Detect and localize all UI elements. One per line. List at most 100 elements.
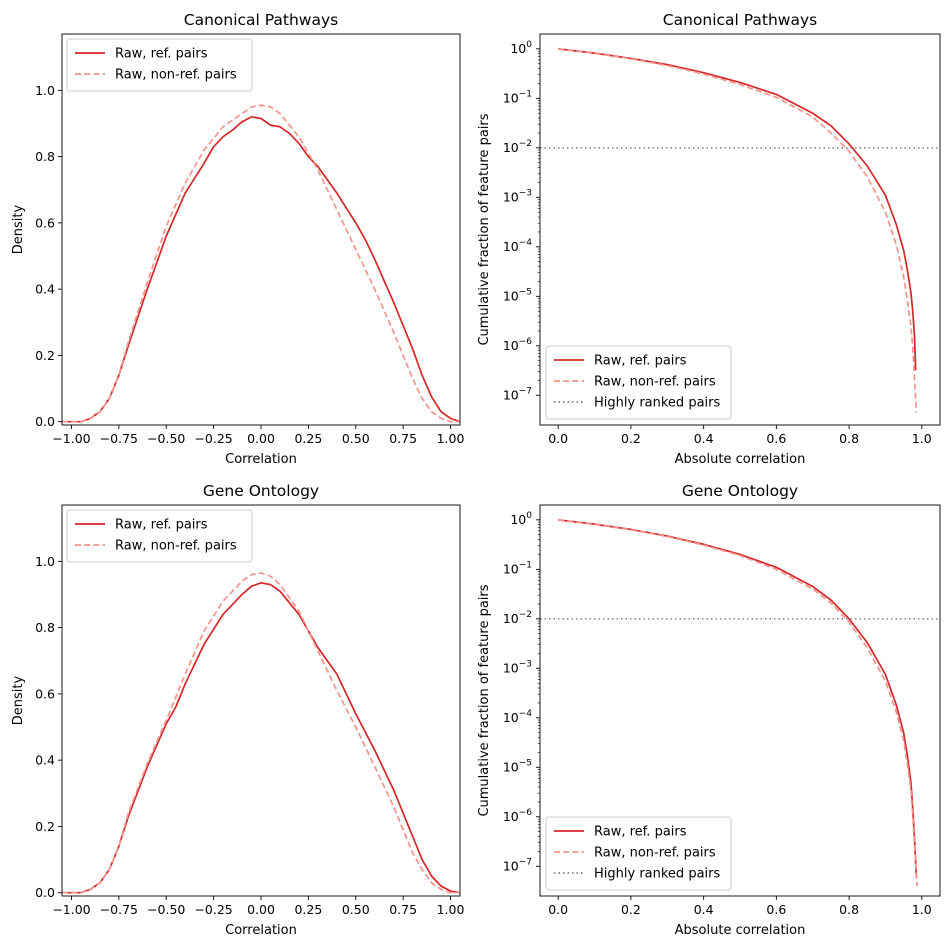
legend-label: Raw, non-ref. pairs — [115, 68, 237, 83]
x-tick-label: −1.00 — [52, 431, 90, 446]
x-tick-label: 0.50 — [342, 431, 370, 446]
y-tick-label-exponent: −4 — [519, 709, 533, 719]
chart-title: Gene Ontology — [203, 482, 319, 500]
x-tick-label: 0.00 — [247, 902, 275, 917]
y-tick-label: 10−6 — [503, 337, 532, 353]
y-tick-label-exponent: −4 — [519, 238, 533, 248]
y-tick-label: 0.4 — [35, 753, 55, 768]
series-line-ref — [62, 115, 460, 423]
y-tick-label-exponent: 0 — [526, 40, 532, 50]
y-tick-label: 0.4 — [35, 282, 55, 297]
y-tick-label: 10−1 — [503, 89, 532, 105]
y-tick-label-base: 10 — [503, 387, 519, 402]
legend: Raw, ref. pairs Raw, non-ref. pairs Highly… — [545, 816, 732, 891]
x-tick-label: 0.6 — [766, 902, 786, 917]
y-tick-label: 0.2 — [35, 348, 55, 363]
y-tick-label-exponent: −7 — [519, 857, 532, 867]
legend-label: Raw, non-ref. pairs — [115, 539, 237, 554]
x-tick-label: −0.50 — [147, 902, 185, 917]
x-tick-label: 0.50 — [342, 902, 370, 917]
x-tick-label: 0.25 — [294, 902, 322, 917]
y-tick-label-base: 10 — [510, 512, 526, 527]
x-tick-label: −0.50 — [147, 431, 185, 446]
y-axis-label: Density — [11, 204, 26, 254]
y-tick-label: 10−2 — [503, 610, 532, 626]
x-axis-label: Correlation — [225, 452, 297, 467]
x-tick-label: 0.4 — [694, 431, 714, 446]
legend-label: Raw, ref. pairs — [115, 47, 208, 62]
y-tick-label: 10−2 — [503, 139, 532, 155]
y-tick-label-base: 10 — [503, 710, 519, 725]
y-tick-label-base: 10 — [503, 660, 519, 675]
legend-box — [66, 38, 253, 92]
y-tick-label: 1.0 — [35, 554, 55, 569]
x-tick-label: 1.0 — [912, 431, 932, 446]
x-axis-label: Absolute correlation — [675, 923, 806, 938]
legend-box — [545, 816, 732, 891]
y-tick-label-exponent: −5 — [519, 287, 532, 297]
chart-title: Gene Ontology — [682, 482, 798, 500]
x-tick-label: −0.25 — [194, 902, 232, 917]
x-tick-label: 1.00 — [437, 431, 465, 446]
chart-title: Canonical Pathways — [184, 11, 339, 29]
y-tick-label-base: 10 — [510, 41, 526, 56]
y-tick-label: 10−3 — [503, 659, 532, 675]
y-tick-label: 0.6 — [35, 215, 55, 230]
legend-label: Highly ranked pairs — [594, 396, 720, 411]
x-tick-label: 0.4 — [694, 902, 714, 917]
x-tick-label: 0.75 — [389, 431, 417, 446]
y-tick-label: 0.6 — [35, 686, 55, 701]
legend-label: Raw, ref. pairs — [594, 354, 687, 369]
legend: Raw, ref. pairs Raw, non-ref. pairs Highly… — [545, 345, 732, 420]
y-tick-label: 10−1 — [503, 560, 532, 576]
y-tick-label-base: 10 — [503, 561, 519, 576]
y-axis-label: Cumulative fraction of feature pairs — [477, 584, 492, 816]
y-tick-label-base: 10 — [503, 189, 519, 204]
plot-frame — [61, 504, 461, 897]
y-axis-label: Cumulative fraction of feature pairs — [477, 113, 492, 345]
x-tick-label: 0.00 — [247, 431, 275, 446]
y-tick-label: 0.0 — [35, 414, 55, 429]
y-tick-label-base: 10 — [503, 338, 519, 353]
x-tick-label: 0.0 — [548, 431, 568, 446]
y-tick-label-base: 10 — [503, 759, 519, 774]
plot-frame — [539, 33, 941, 426]
plot-area — [540, 519, 940, 887]
legend-label: Raw, non-ref. pairs — [594, 375, 716, 390]
legend-label: Raw, ref. pairs — [115, 518, 208, 533]
plot-area — [62, 572, 460, 894]
plot-area — [62, 104, 460, 423]
legend: Raw, ref. pairs Raw, non-ref. pairs — [66, 509, 253, 563]
legend: Raw, ref. pairs Raw, non-ref. pairs — [66, 38, 253, 92]
y-tick-label-exponent: −1 — [519, 89, 532, 99]
legend-box — [66, 509, 253, 563]
x-tick-label: 0.0 — [548, 902, 568, 917]
y-tick-label-exponent: −3 — [519, 188, 532, 198]
y-tick-label-base: 10 — [503, 239, 519, 254]
y-tick-label: 100 — [510, 40, 532, 56]
legend-box — [545, 345, 732, 420]
x-tick-label: 1.00 — [437, 902, 465, 917]
y-tick-label-exponent: −3 — [519, 659, 532, 669]
x-axis-label: Absolute correlation — [675, 452, 806, 467]
y-tick-label-exponent: −1 — [519, 560, 532, 570]
series-line-nonref — [62, 572, 460, 894]
y-tick-label-exponent: −5 — [519, 758, 532, 768]
series-line-ref — [62, 582, 460, 894]
y-tick-label: 0.8 — [35, 149, 55, 164]
x-tick-label: 1.0 — [912, 902, 932, 917]
x-tick-label: 0.75 — [389, 902, 417, 917]
y-tick-label-base: 10 — [503, 90, 519, 105]
y-tick-label-base: 10 — [503, 858, 519, 873]
y-tick-label: 10−4 — [503, 238, 532, 254]
x-tick-label: 0.25 — [294, 431, 322, 446]
y-tick-label: 1.0 — [35, 83, 55, 98]
y-tick-label-exponent: −6 — [519, 808, 533, 818]
series-line-nonref — [62, 104, 460, 423]
y-tick-label: 0.0 — [35, 885, 55, 900]
y-tick-label: 10−3 — [503, 188, 532, 204]
series-line-nonref — [558, 519, 918, 887]
